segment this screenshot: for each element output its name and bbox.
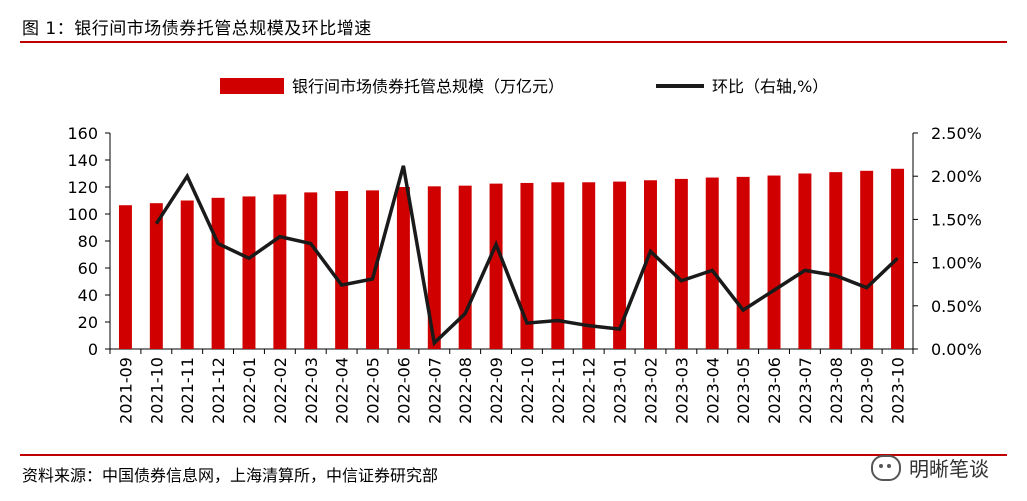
y-right-tick-label: 0.00% bbox=[931, 340, 982, 359]
x-tick-label: 2022-08 bbox=[456, 357, 475, 424]
bar bbox=[427, 186, 441, 349]
bar bbox=[149, 203, 163, 349]
x-tick-label: 2022-04 bbox=[333, 357, 352, 424]
line-series bbox=[154, 165, 899, 347]
bar bbox=[674, 178, 688, 349]
y-left-tick-label: 20 bbox=[78, 313, 98, 332]
bar bbox=[458, 185, 472, 349]
x-tick-label: 2022-11 bbox=[549, 357, 568, 424]
source-note: 资料来源：中国债券信息网，上海清算所，中信证券研究部 bbox=[22, 466, 439, 485]
y-right-tick-label: 1.00% bbox=[931, 254, 982, 273]
y-left-tick-label: 160 bbox=[67, 124, 98, 143]
y-right-tick-label: 1.50% bbox=[931, 210, 982, 229]
x-tick-label: 2022-09 bbox=[487, 357, 506, 424]
y-left-tick-label: 60 bbox=[78, 259, 98, 278]
bar bbox=[767, 175, 781, 349]
legend: 银行间市场债券托管总规模（万亿元） 环比（右轴,%） bbox=[220, 77, 828, 96]
x-tick-label: 2021-09 bbox=[116, 357, 135, 424]
y-left-tick-label: 140 bbox=[67, 151, 98, 170]
legend-label-line: 环比（右轴,%） bbox=[712, 77, 828, 96]
x-tick-label: 2023-04 bbox=[703, 357, 722, 424]
x-tick-label: 2022-01 bbox=[240, 357, 259, 424]
bar bbox=[396, 187, 410, 349]
y-right-tick-label: 2.50% bbox=[931, 124, 982, 143]
x-tick-label: 2023-10 bbox=[889, 357, 908, 424]
bar bbox=[860, 170, 874, 349]
x-tick-label: 2022-07 bbox=[425, 357, 444, 424]
x-tick-label: 2023-05 bbox=[734, 357, 753, 424]
bar bbox=[273, 194, 287, 349]
x-tick-label: 2022-02 bbox=[271, 357, 290, 424]
bar bbox=[551, 182, 565, 349]
bar bbox=[613, 181, 627, 349]
watermark: 明晰笔谈 bbox=[871, 453, 989, 482]
y-right-tick-label: 2.00% bbox=[931, 167, 982, 186]
wechat-icon bbox=[871, 454, 901, 481]
bar bbox=[829, 172, 843, 349]
x-tick-label: 2023-08 bbox=[827, 357, 846, 424]
x-tick-label: 2023-07 bbox=[796, 357, 815, 424]
y-left-tick-label: 100 bbox=[67, 205, 98, 224]
x-tick-label: 2022-10 bbox=[518, 357, 537, 424]
x-tick-label: 2023-06 bbox=[765, 357, 784, 424]
bar bbox=[736, 176, 750, 349]
x-tick-label: 2022-03 bbox=[302, 357, 321, 424]
bar bbox=[242, 196, 256, 349]
x-tick-label: 2022-12 bbox=[580, 357, 599, 424]
bar bbox=[520, 182, 534, 349]
x-tick-label: 2023-03 bbox=[672, 357, 691, 424]
title-divider bbox=[20, 41, 1007, 43]
y-left-tick-label: 40 bbox=[78, 286, 98, 305]
legend-label-bar: 银行间市场债券托管总规模（万亿元） bbox=[292, 77, 564, 96]
y-left-tick-label: 0 bbox=[88, 340, 98, 359]
figure-title: 图 1：银行间市场债券托管总规模及环比增速 bbox=[22, 19, 372, 39]
bar bbox=[489, 183, 503, 349]
bar bbox=[366, 190, 380, 349]
x-tick-label: 2021-10 bbox=[147, 357, 166, 424]
watermark-text: 明晰笔谈 bbox=[909, 457, 989, 481]
bar bbox=[705, 177, 719, 349]
bar bbox=[118, 205, 132, 349]
y-right-tick-label: 0.50% bbox=[931, 297, 982, 316]
x-tick-label: 2023-09 bbox=[858, 357, 877, 424]
bar bbox=[211, 197, 225, 349]
legend-swatch-bar bbox=[220, 78, 284, 94]
bar bbox=[335, 191, 349, 349]
bar bbox=[304, 192, 318, 349]
footer-divider bbox=[20, 454, 1007, 456]
y-left-tick-label: 80 bbox=[78, 232, 98, 251]
bar bbox=[180, 200, 194, 349]
x-tick-label: 2023-01 bbox=[611, 357, 630, 424]
x-tick-label: 2021-11 bbox=[178, 357, 197, 424]
x-tick-label: 2022-06 bbox=[394, 357, 413, 424]
bar-series bbox=[118, 168, 905, 349]
bar bbox=[798, 173, 812, 349]
x-tick-label: 2021-12 bbox=[209, 357, 228, 424]
bar bbox=[643, 180, 657, 349]
y-left-tick-label: 120 bbox=[67, 178, 98, 197]
x-tick-label: 2023-02 bbox=[641, 357, 660, 424]
bar bbox=[582, 182, 596, 349]
x-tick-label: 2022-05 bbox=[364, 357, 383, 424]
